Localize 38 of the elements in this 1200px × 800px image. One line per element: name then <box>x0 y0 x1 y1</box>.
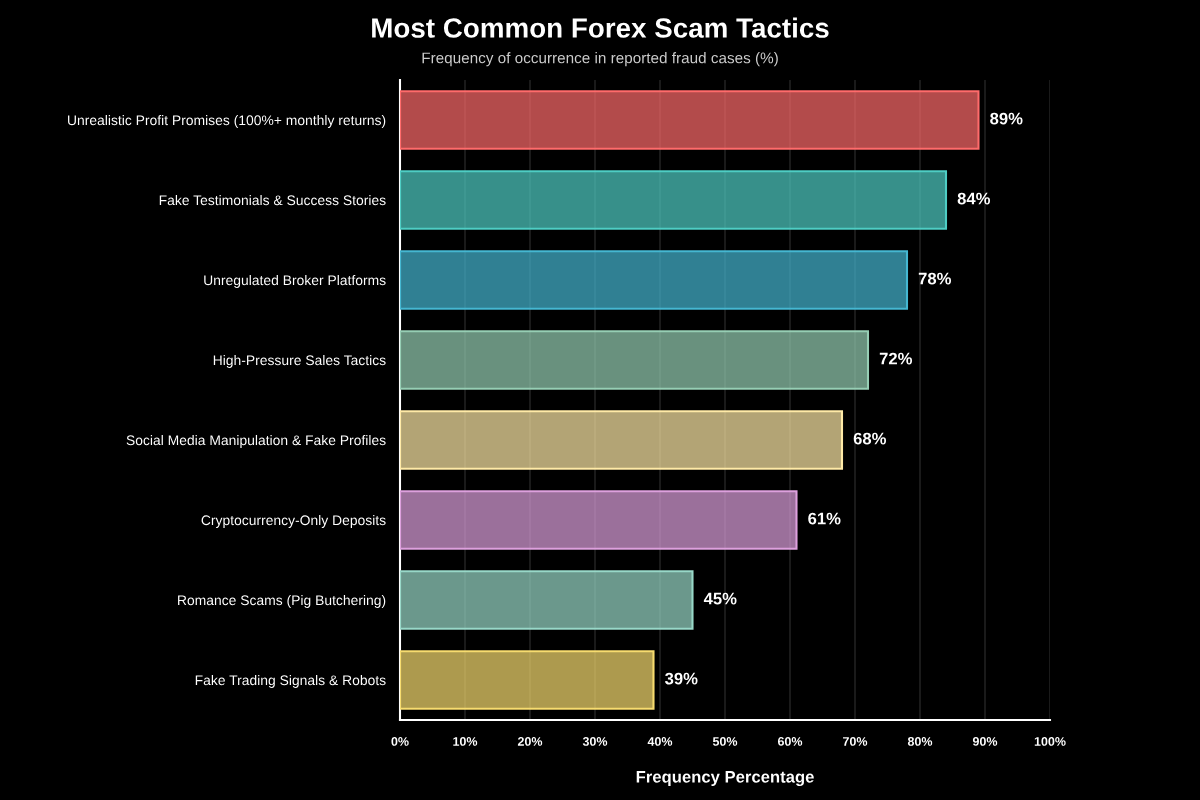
x-tick-label: 30% <box>582 737 608 746</box>
data-label: 84% <box>957 192 991 205</box>
data-label: 68% <box>853 432 887 445</box>
x-axis-title: Frequency Percentage <box>636 771 814 787</box>
y-tick-label: Fake Testimonials & Success Stories <box>159 194 386 206</box>
y-tick-label: Unrealistic Profit Promises (100%+ monthly returns) <box>68 114 386 128</box>
x-tick-label: 10% <box>453 737 478 746</box>
y-tick-label: Fake Trading Signals & Robots <box>195 674 386 688</box>
data-label: 89% <box>990 112 1023 125</box>
data-label: 39% <box>664 672 698 685</box>
bar <box>400 90 980 150</box>
data-label: 78% <box>918 272 952 285</box>
data-label: 61% <box>808 512 841 525</box>
x-tick-label: 60% <box>777 737 803 746</box>
x-tick-label: 40% <box>647 737 673 746</box>
bar <box>400 570 694 630</box>
y-tick-label: Romance Scams (Pig Butchering) <box>178 594 386 608</box>
y-tick-label: Social Media Manipulation & Fake Profiles <box>126 434 386 448</box>
chart-title: Most Common Forex Scam Tactics <box>372 17 829 38</box>
bar <box>400 250 909 310</box>
x-tick-label: 50% <box>712 737 738 746</box>
bar <box>400 170 948 230</box>
x-tick-label: 90% <box>972 737 998 746</box>
x-tick-label: 80% <box>907 737 933 746</box>
y-tick-label: Unregulated Broker Platforms <box>204 274 386 288</box>
y-tick-label: Cryptocurrency-Only Deposits <box>201 514 386 528</box>
bar <box>400 490 798 550</box>
x-tick-label: 100% <box>1034 737 1066 746</box>
data-label: 45% <box>703 592 737 605</box>
data-label: 72% <box>879 352 913 365</box>
x-tick-label: 70% <box>843 737 868 746</box>
bar <box>400 330 870 390</box>
x-tick-label: 0% <box>391 737 409 746</box>
chart-subtitle: Frequency of occurrence in reported fraud cases (%) <box>422 52 778 67</box>
y-tick-label: High-Pressure Sales Tactics <box>213 354 386 368</box>
bar <box>400 410 844 470</box>
bar <box>400 650 655 710</box>
x-tick-label: 20% <box>517 737 543 746</box>
